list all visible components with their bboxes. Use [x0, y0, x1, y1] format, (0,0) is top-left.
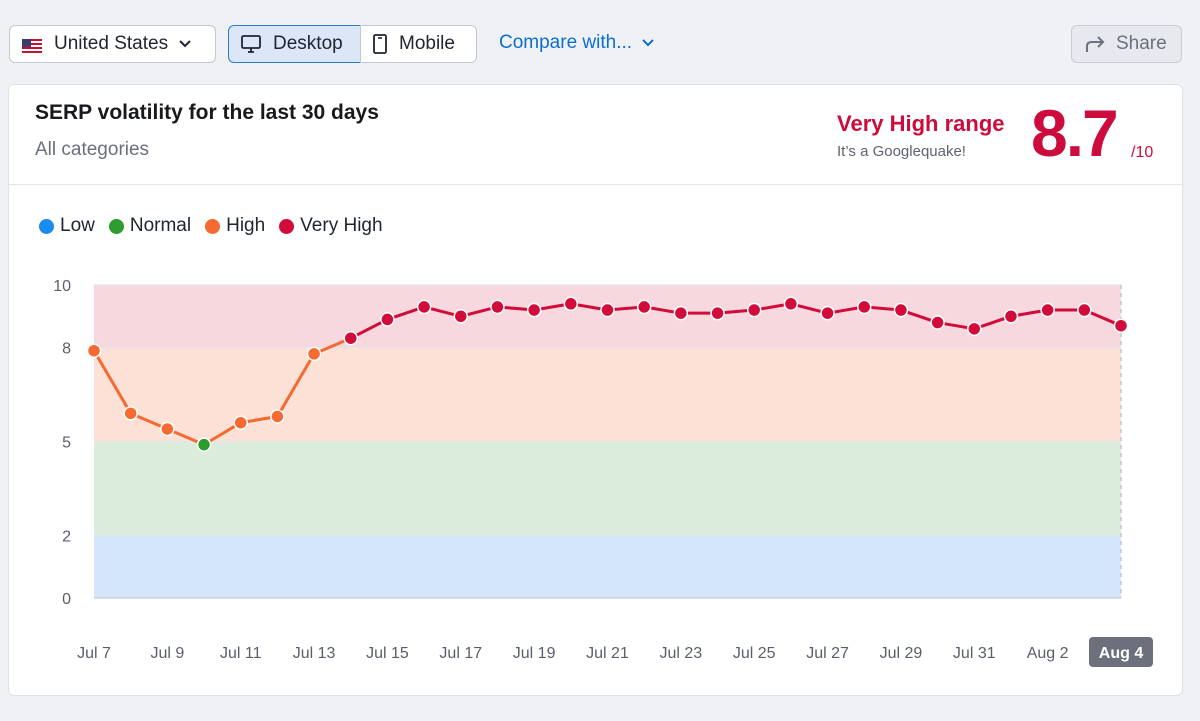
- desktop-label: Desktop: [273, 33, 343, 54]
- data-point[interactable]: [123, 406, 138, 421]
- us-flag-icon: [22, 37, 42, 53]
- legend-item-normal[interactable]: Normal: [108, 215, 192, 237]
- chevron-down-icon: [178, 33, 192, 55]
- mobile-icon: [373, 34, 387, 54]
- desktop-toggle[interactable]: Desktop: [228, 25, 361, 63]
- x-tick-label: Jul 29: [880, 645, 923, 662]
- x-tick-label: Aug 2: [1027, 645, 1069, 662]
- legend-label: High: [226, 215, 266, 236]
- x-tick-label: Jul 21: [586, 645, 629, 662]
- range-label: Very High range: [837, 111, 1005, 136]
- legend-label: Low: [60, 215, 95, 236]
- x-tick-label: Jul 17: [439, 645, 482, 662]
- data-point[interactable]: [453, 309, 469, 324]
- x-tick-label: Jul 27: [806, 645, 849, 662]
- data-point[interactable]: [857, 299, 872, 315]
- desktop-icon: [241, 35, 261, 53]
- data-point[interactable]: [196, 437, 212, 452]
- legend-item-high[interactable]: High: [205, 215, 265, 237]
- country-selector[interactable]: United States: [9, 25, 216, 63]
- range-subtext: It’s a Googlequake!: [837, 143, 966, 160]
- share-button[interactable]: Share: [1071, 25, 1182, 63]
- data-point[interactable]: [673, 305, 689, 321]
- y-tick-label: 8: [62, 341, 71, 358]
- data-point[interactable]: [233, 415, 248, 430]
- x-tick-label: Jul 11: [220, 645, 262, 662]
- x-tick-label: Jul 31: [953, 645, 996, 662]
- data-point[interactable]: [1077, 302, 1092, 318]
- data-point[interactable]: [783, 296, 799, 312]
- data-point[interactable]: [893, 302, 909, 318]
- data-point[interactable]: [416, 299, 432, 315]
- card-header: SERP volatility for the last 30 days All…: [9, 85, 1182, 185]
- score-max: /10: [1131, 144, 1154, 161]
- data-point[interactable]: [967, 321, 982, 337]
- volatility-line-chart[interactable]: 0 2 5 8 10 Jul 7 Jul 9 Jul 11 Jul 13 Jul 15 Jul 17…: [9, 85, 1184, 697]
- data-point[interactable]: [636, 299, 652, 315]
- x-tick-label: Jul 9: [150, 645, 184, 662]
- share-label: Share: [1116, 33, 1167, 54]
- data-point[interactable]: [526, 302, 542, 318]
- x-tick-label: Jul 25: [733, 645, 776, 662]
- legend-label: Normal: [129, 215, 192, 236]
- legend-label: Very High: [300, 215, 383, 236]
- data-point[interactable]: [746, 302, 762, 318]
- y-tick-label: 2: [62, 528, 71, 545]
- chart-legend: Low Normal High Very High: [39, 215, 397, 237]
- data-point[interactable]: [820, 305, 835, 321]
- data-point[interactable]: [380, 312, 395, 327]
- volatility-score: 8.7: [1031, 96, 1119, 170]
- mobile-toggle[interactable]: Mobile: [360, 25, 477, 63]
- volatility-card: SERP volatility for the last 30 days All…: [8, 84, 1183, 696]
- data-point[interactable]: [600, 302, 615, 318]
- data-point[interactable]: [343, 330, 358, 346]
- x-tick-highlight: [1089, 637, 1153, 667]
- x-tick-label: Jul 13: [293, 645, 336, 662]
- series-line-segment: [275, 352, 316, 418]
- data-point[interactable]: [160, 421, 175, 437]
- toolbar: United States Desktop Mobile Compare wit…: [0, 0, 1200, 84]
- y-tick-label: 0: [62, 591, 71, 608]
- y-tick-label: 5: [62, 435, 71, 452]
- legend-dot: [39, 218, 54, 234]
- compare-with-dropdown[interactable]: Compare with...: [499, 32, 655, 54]
- band-low: [94, 535, 1121, 598]
- compare-label: Compare with...: [499, 32, 633, 53]
- data-point[interactable]: [563, 296, 579, 312]
- data-point[interactable]: [490, 299, 505, 315]
- x-tick-label: Aug 4: [1099, 645, 1144, 662]
- legend-dot: [205, 218, 221, 234]
- series-line-segment: [92, 349, 133, 415]
- data-point[interactable]: [930, 315, 945, 330]
- legend-dot: [279, 218, 295, 234]
- band-high: [94, 347, 1121, 442]
- legend-dot: [108, 218, 124, 234]
- data-point[interactable]: [1003, 309, 1019, 324]
- data-point[interactable]: [270, 409, 285, 424]
- x-tick-label: Jul 15: [366, 645, 409, 662]
- legend-item-very-high[interactable]: Very High: [279, 215, 383, 237]
- x-tick-label: Jul 19: [513, 645, 556, 662]
- mobile-label: Mobile: [399, 33, 455, 54]
- data-point[interactable]: [306, 346, 322, 362]
- x-tick-label: Jul 23: [660, 645, 703, 662]
- legend-item-low[interactable]: Low: [39, 215, 95, 237]
- band-normal: [94, 441, 1121, 536]
- card-title: SERP volatility for the last 30 days: [35, 101, 379, 124]
- data-point[interactable]: [1040, 302, 1055, 318]
- data-point[interactable]: [710, 305, 725, 321]
- data-point[interactable]: [86, 343, 102, 358]
- chevron-down-icon: [642, 39, 654, 47]
- x-tick-label: Jul 7: [77, 645, 111, 662]
- data-point[interactable]: [1113, 318, 1129, 333]
- card-subtitle: All categories: [35, 139, 150, 160]
- country-label: United States: [54, 33, 169, 54]
- y-tick-label: 10: [53, 278, 71, 295]
- share-arrow-icon: [1086, 36, 1105, 52]
